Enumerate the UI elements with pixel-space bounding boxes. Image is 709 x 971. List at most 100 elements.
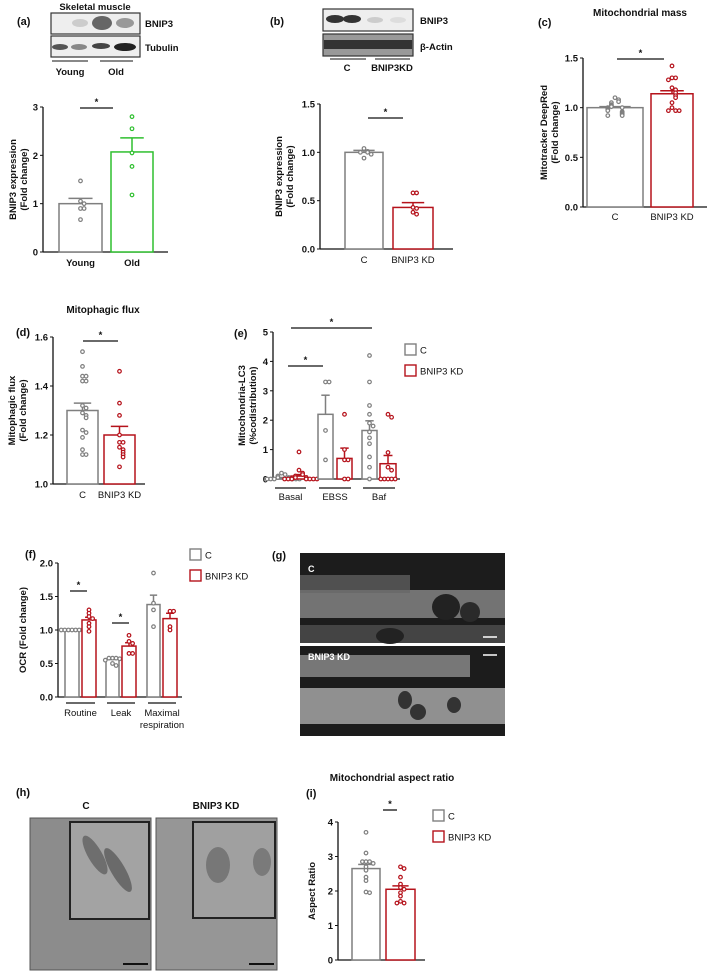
chart-f: 0.0 0.5 1.0 1.5 2.0 OCR (Fold change) Routine L… xyxy=(18,548,248,731)
data-point xyxy=(361,146,367,151)
y-tick-label: 4 xyxy=(263,357,269,368)
data-point xyxy=(361,155,367,161)
x-category-label: C xyxy=(361,255,368,266)
legend-swatch xyxy=(404,343,417,356)
data-point xyxy=(368,151,374,157)
image-label: C xyxy=(308,564,315,574)
data-point xyxy=(296,467,302,473)
legend-label: C xyxy=(448,812,455,823)
x-category-label: respiration xyxy=(140,720,184,731)
data-point xyxy=(129,114,135,120)
y-tick-label: 2 xyxy=(263,416,268,427)
legend-swatch xyxy=(189,548,202,561)
western-blot-b: BNIP3 β-Actin C BNIP3KD xyxy=(322,8,453,74)
y-tick-label: 1 xyxy=(33,199,39,210)
y-axis-label: Mitotracker DeepRed xyxy=(539,85,550,180)
data-point xyxy=(401,866,407,871)
y-tick-label: 1 xyxy=(328,921,334,932)
data-point xyxy=(367,411,372,417)
data-point xyxy=(612,95,618,101)
y-tick-label: 1.5 xyxy=(40,592,54,603)
y-tick-label: 1.6 xyxy=(35,333,48,344)
data-point xyxy=(80,427,85,433)
y-axis-label: (Fold change) xyxy=(285,145,296,207)
bar xyxy=(64,629,80,698)
significance-star: * xyxy=(119,612,123,623)
significance-star: * xyxy=(384,107,388,118)
data-point xyxy=(80,435,85,440)
data-point xyxy=(367,476,372,482)
data-point xyxy=(117,413,122,418)
data-point xyxy=(300,472,306,477)
data-point xyxy=(171,608,177,614)
significance-star: * xyxy=(95,97,99,108)
y-tick-label: 1.0 xyxy=(35,480,48,491)
data-point xyxy=(80,410,85,416)
data-point xyxy=(106,655,112,661)
blot-row-label: Tubulin xyxy=(145,43,179,54)
data-point xyxy=(669,63,675,69)
data-point xyxy=(367,441,372,447)
data-point xyxy=(151,607,156,613)
y-axis-label: OCR (Fold change) xyxy=(18,587,29,673)
data-point xyxy=(78,178,83,184)
data-point xyxy=(367,420,372,426)
significance-star: * xyxy=(304,355,308,366)
data-point xyxy=(86,624,92,630)
y-tick-label: 0.5 xyxy=(302,196,316,207)
data-point xyxy=(117,368,122,374)
data-point xyxy=(673,75,678,81)
legend-label: BNIP3 KD xyxy=(448,833,491,844)
y-tick-label: 0 xyxy=(328,956,333,967)
data-point xyxy=(80,349,85,355)
data-point xyxy=(398,898,403,904)
blot-row-label: BNIP3 xyxy=(145,19,173,30)
blot-group-label: Old xyxy=(108,67,124,78)
y-tick-label: 2 xyxy=(328,887,333,898)
data-point xyxy=(296,449,302,455)
data-point xyxy=(673,95,678,101)
data-point xyxy=(378,476,384,482)
data-point xyxy=(80,364,85,369)
panel-label-c: (c) xyxy=(538,17,552,29)
data-point xyxy=(129,126,135,132)
y-tick-label: 1.2 xyxy=(35,431,48,442)
panel-label-b: (b) xyxy=(270,16,284,28)
data-point xyxy=(619,113,625,119)
data-point xyxy=(282,476,288,482)
x-category-label: Young xyxy=(66,258,95,269)
panel-label-f: (f) xyxy=(25,549,36,561)
chart-i: 0 1 2 3 4 Aspect Ratio * C BNIP3 KD xyxy=(307,799,491,967)
panel-label-d: (d) xyxy=(16,327,30,339)
data-point xyxy=(398,893,403,899)
data-point xyxy=(86,614,92,619)
x-category-label: Basal xyxy=(279,492,303,503)
panel-label-e: (e) xyxy=(234,328,248,340)
data-point xyxy=(117,464,122,470)
image-label: BNIP3 KD xyxy=(308,652,351,662)
chart-title-c: Mitochondrial mass xyxy=(593,8,687,19)
legend-label: C xyxy=(205,551,212,562)
data-point xyxy=(117,400,122,406)
significance-star: * xyxy=(639,48,643,59)
chart-a: 0 1 2 3 BNIP3 expression (Fold change) Young Ol… xyxy=(8,97,168,269)
y-tick-label: 1.0 xyxy=(565,103,578,114)
y-tick-label: 1.5 xyxy=(302,100,316,111)
data-point xyxy=(151,570,156,576)
y-tick-label: 0.0 xyxy=(302,245,315,256)
data-point xyxy=(398,874,403,880)
y-tick-label: 3 xyxy=(328,852,333,863)
data-point xyxy=(130,641,136,646)
y-tick-label: 0.0 xyxy=(40,693,53,704)
y-tick-label: 3 xyxy=(33,103,38,114)
data-point xyxy=(78,217,83,223)
data-point xyxy=(666,77,671,83)
data-point xyxy=(110,661,115,666)
x-category-label: BNIP3 KD xyxy=(98,490,141,501)
data-point xyxy=(117,444,122,450)
data-point xyxy=(367,454,372,460)
data-point xyxy=(102,657,108,663)
data-point xyxy=(264,476,270,482)
y-tick-label: 2 xyxy=(33,151,38,162)
data-point xyxy=(363,878,369,884)
